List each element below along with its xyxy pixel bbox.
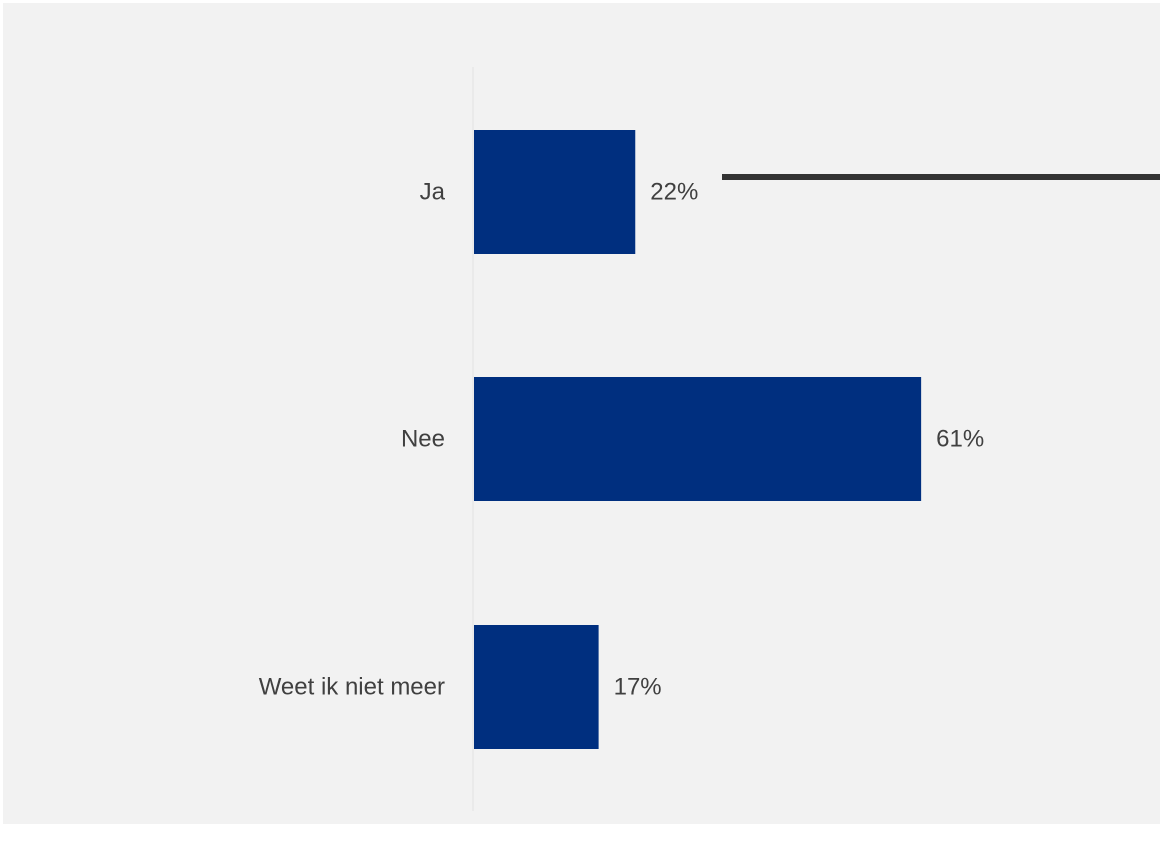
category-label-nee: Nee	[401, 426, 445, 453]
data-label-nee: 61%	[936, 426, 984, 453]
data-label-ja: 22%	[650, 179, 698, 206]
labels-layer: Ja 22% Nee 61% Weet ik niet meer 17%	[259, 174, 1160, 701]
bar-weet-ik-niet-meer	[474, 625, 599, 749]
category-label-ja: Ja	[420, 179, 446, 206]
category-label-weet-ik-niet-meer: Weet ik niet meer	[259, 674, 445, 701]
bar-nee	[474, 377, 922, 501]
bar-ja	[474, 130, 636, 254]
bars-layer	[474, 130, 922, 749]
data-label-weet-ik-niet-meer: 17%	[614, 674, 662, 701]
